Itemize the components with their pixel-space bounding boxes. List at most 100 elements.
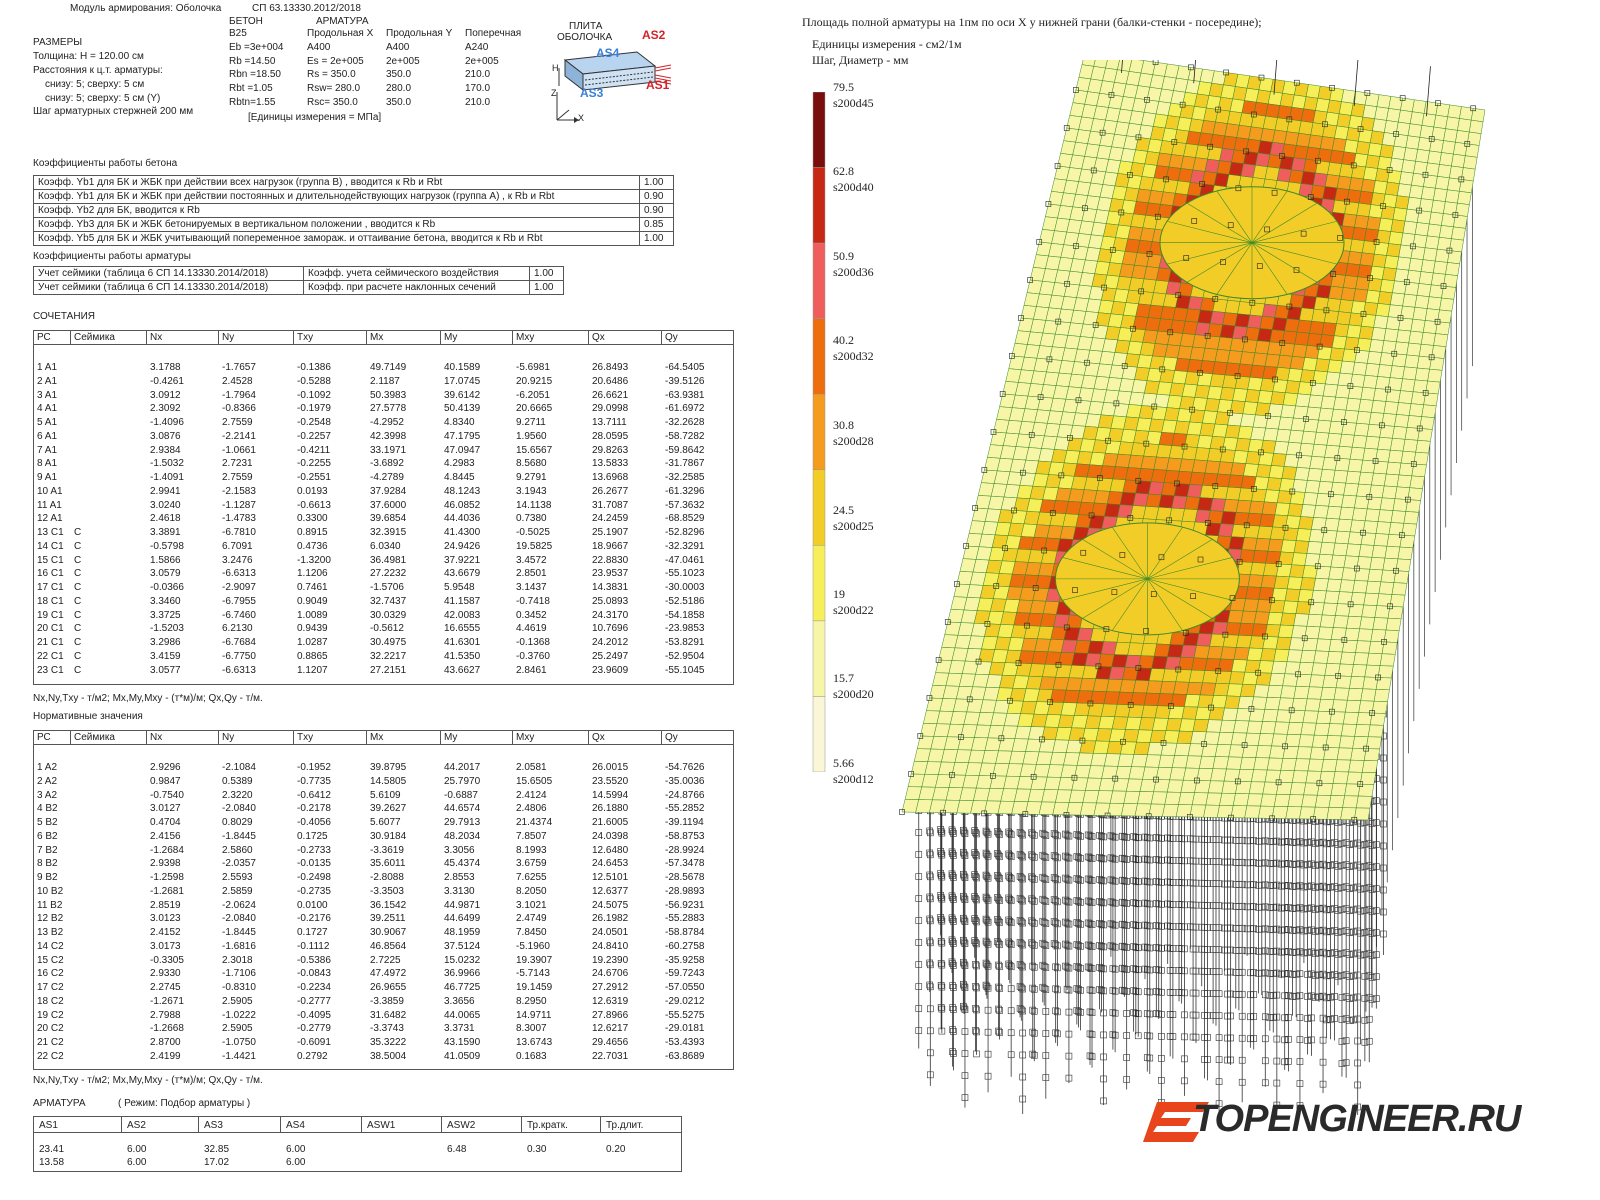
plate-cell <box>1336 311 1352 326</box>
plate-cell <box>1431 345 1447 359</box>
material-value: 350.0 <box>386 97 412 108</box>
table-cell: -57.0550 <box>665 982 705 993</box>
plate-cell <box>1412 234 1428 249</box>
table-cell: 32.85 <box>204 1144 230 1155</box>
pile-node <box>1143 922 1151 929</box>
pile-node <box>1030 853 1038 861</box>
node <box>1130 325 1136 332</box>
pile-node <box>1304 1037 1311 1044</box>
table-cell: 2.7559 <box>222 472 253 483</box>
plate-cell <box>1215 670 1232 685</box>
pile-node <box>1086 986 1094 994</box>
pile-node <box>1164 834 1171 842</box>
table-cell: 3.0173 <box>150 940 181 952</box>
table-cell: -31.7867 <box>665 458 705 470</box>
table-cell: 3.0123 <box>150 913 181 925</box>
plate-cell <box>1367 568 1384 583</box>
plate-cell <box>1365 580 1382 595</box>
node <box>1121 363 1128 369</box>
pile-node <box>1118 854 1126 862</box>
pile-node <box>1215 858 1223 865</box>
node <box>1300 230 1307 237</box>
rebar-coef-title: Коэффициенты работы арматуры <box>33 251 191 262</box>
coef-label: Коэфф. при расчете наклонных сечений <box>303 280 530 295</box>
pile-node <box>1227 1034 1234 1042</box>
pile-node <box>1289 927 1296 934</box>
pile-node <box>1018 984 1025 992</box>
mesh-line <box>1147 578 1213 619</box>
pile-node <box>1261 1079 1269 1087</box>
plate-cell <box>1353 807 1371 821</box>
plate-cell <box>1286 441 1302 456</box>
column-divider <box>198 1117 199 1133</box>
plate-cell <box>1419 416 1435 430</box>
table-cell: 2.9941 <box>150 485 181 497</box>
table-cell: -1.8445 <box>222 830 256 842</box>
pile-node <box>1063 941 1071 949</box>
pile-node <box>1042 1052 1050 1059</box>
pile-node <box>1019 985 1027 993</box>
mesh-line <box>1216 190 1253 243</box>
pile-node <box>961 962 969 969</box>
pile-node <box>1132 965 1140 973</box>
table-cell: -59.7243 <box>665 968 705 980</box>
legend-rebar-label: s200d32 <box>833 349 874 363</box>
pile-node <box>1308 838 1315 846</box>
column-divider <box>661 731 662 745</box>
pile-node <box>984 918 992 926</box>
pile-node <box>1054 964 1061 972</box>
pile-node <box>1006 962 1014 969</box>
node <box>1288 707 1295 714</box>
pile-node <box>1121 965 1128 973</box>
table-row: 17 C2 2.2745 -0.8310 -0.2234 26.9655 46.7725 1… <box>34 981 733 995</box>
table-cell: -1.5032 <box>150 458 184 470</box>
pile-node <box>1380 776 1387 784</box>
mesh-line <box>1166 220 1253 243</box>
pile-node <box>1006 852 1014 859</box>
plate-cell <box>1273 721 1290 735</box>
pile-node <box>948 870 956 878</box>
plate-cell <box>1213 683 1230 697</box>
pile-node <box>1100 855 1107 863</box>
plate-cell <box>1246 647 1264 661</box>
table-cell: 19.1459 <box>516 982 553 993</box>
table-cell: -0.5798 <box>150 540 184 552</box>
node <box>981 810 988 817</box>
pile-node <box>1319 992 1327 1000</box>
pile-node <box>1141 899 1149 907</box>
pile-node <box>1007 941 1015 949</box>
plate-cell <box>1406 269 1422 284</box>
plate-cell <box>1351 434 1368 449</box>
pile-node <box>1088 921 1096 928</box>
table-cell: 2.5860 <box>222 844 253 856</box>
pile-node <box>1019 875 1027 883</box>
plate-cell <box>1219 792 1236 806</box>
pile-node <box>973 962 980 970</box>
plate-cell <box>1162 804 1179 817</box>
pile-node <box>972 873 979 880</box>
pile-node <box>1141 833 1149 841</box>
table-row: 10 B2 -1.2681 2.5859 -0.2735 -3.3503 3.3130 8.… <box>34 885 733 899</box>
pile-node <box>1277 882 1285 890</box>
plate-cell <box>1339 433 1355 448</box>
legend-rebar-label: s200d45 <box>833 96 874 110</box>
plate-cell <box>1300 722 1317 736</box>
table-cell: 26.2677 <box>592 485 629 497</box>
pile-node <box>1300 883 1308 891</box>
plate-cell <box>1447 177 1462 192</box>
pile-node <box>1073 897 1081 904</box>
pile-node <box>1289 861 1296 868</box>
column-header: AS4 <box>286 1120 305 1131</box>
mesh-line <box>1147 526 1183 580</box>
plate-cell <box>1318 407 1334 422</box>
plate-cell <box>1345 699 1362 713</box>
pile-node <box>1319 1014 1327 1022</box>
plate-cell <box>1352 361 1368 376</box>
pile-node <box>1292 992 1300 1000</box>
plate-cell <box>1252 550 1269 564</box>
pile-node <box>927 1005 934 1013</box>
pile-node <box>1308 860 1315 868</box>
node <box>1347 383 1354 389</box>
pile-node <box>1308 948 1315 956</box>
pile-node <box>948 848 956 856</box>
